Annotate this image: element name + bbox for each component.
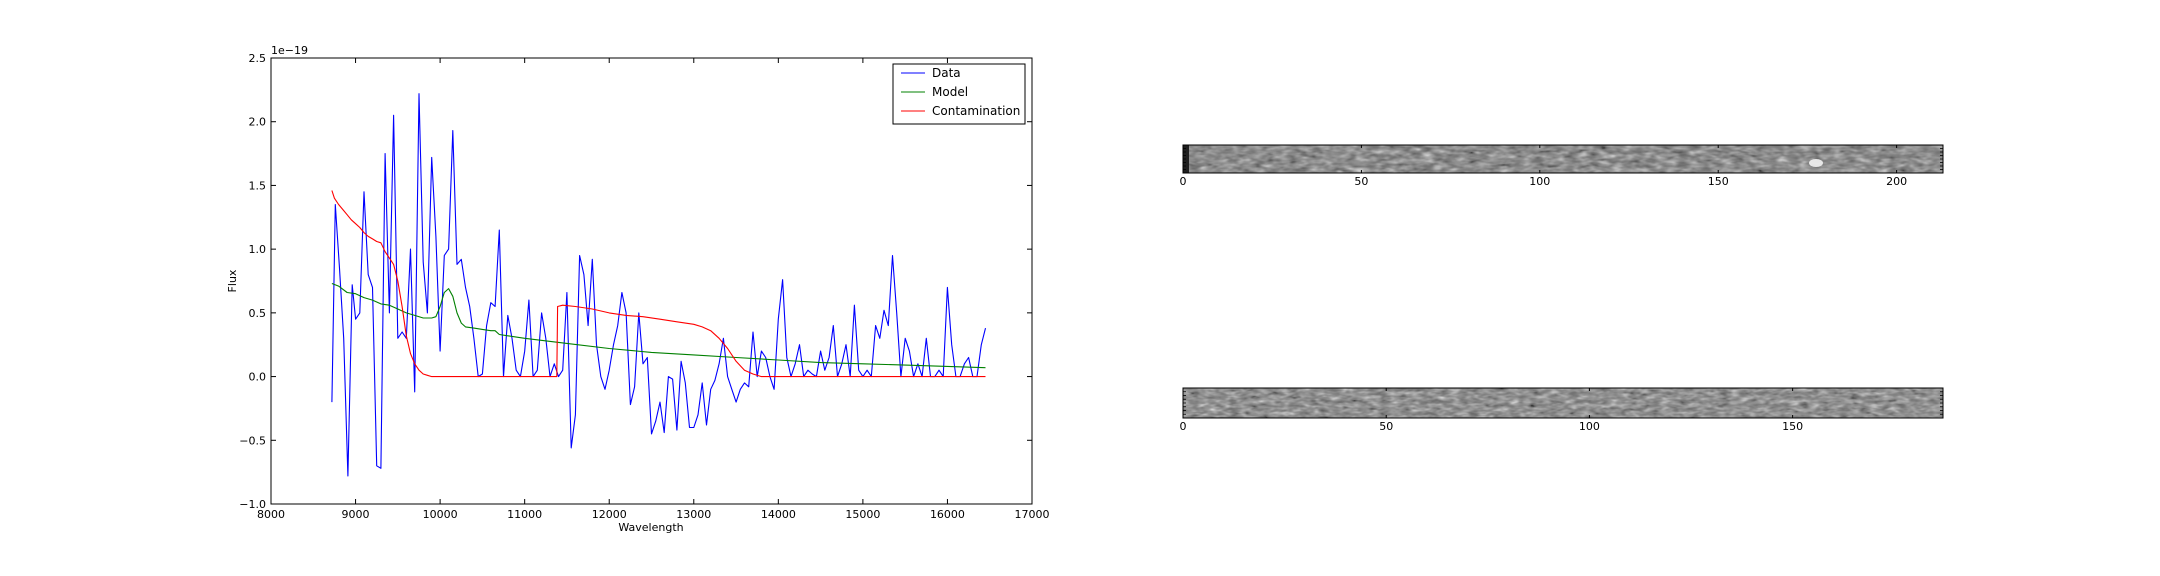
spectrum-image-2: 0 50 100 150 [1180, 387, 1944, 433]
x-tick-label: 0 [1180, 175, 1187, 188]
legend-label-model: Model [932, 85, 968, 99]
x-tick-label: 10000 [423, 508, 458, 521]
spectrum-plot: 8000 9000 10000 11000 12000 13000 14000 15000 16… [226, 44, 1050, 534]
x-tick-label: 16000 [930, 508, 965, 521]
axis-ticks: 8000 9000 10000 11000 12000 13000 14000 15000 16… [239, 52, 1049, 521]
x-tick-label: 0 [1180, 420, 1187, 433]
y-tick-label: 1.5 [249, 179, 267, 192]
x-tick-label: 150 [1782, 420, 1803, 433]
legend: Data Model Contamination [892, 63, 1026, 125]
y-tick-label: 1.0 [249, 243, 267, 256]
x-tick-label: 13000 [676, 508, 711, 521]
x-tick-label: 50 [1354, 175, 1368, 188]
image-2-noise [1183, 388, 1943, 418]
y-tick-label: −1.0 [239, 498, 266, 511]
x-axis-label: Wavelength [618, 521, 683, 534]
x-tick-label: 15000 [845, 508, 880, 521]
y-axis-label: Flux [226, 269, 239, 292]
image-1-ticks: 0 50 100 150 200 [1180, 144, 1943, 188]
y-offset-label: 1e−19 [271, 44, 308, 57]
image-2-ticks: 0 50 100 150 [1180, 387, 1943, 433]
x-tick-label: 17000 [1015, 508, 1050, 521]
spectrum-image-1: 0 50 100 150 200 [1180, 144, 1944, 188]
legend-frame [892, 63, 1026, 125]
y-tick-label: 2.5 [249, 52, 267, 65]
legend-label-data: Data [932, 66, 961, 80]
x-tick-label: 100 [1579, 420, 1600, 433]
x-tick-label: 200 [1886, 175, 1907, 188]
y-tick-label: 0.0 [249, 371, 267, 384]
image-1-noise [1183, 145, 1943, 173]
y-tick-label: −0.5 [239, 434, 266, 447]
legend-label-contamination: Contamination [932, 104, 1020, 118]
x-tick-label: 100 [1529, 175, 1550, 188]
x-tick-label: 150 [1708, 175, 1729, 188]
series-line-contamination [331, 190, 986, 378]
plot-frame [270, 57, 1033, 505]
plot-area [271, 58, 1032, 504]
image-1-bright-spot [1809, 159, 1823, 167]
x-tick-label: 12000 [592, 508, 627, 521]
x-tick-label: 14000 [761, 508, 796, 521]
x-tick-label: 11000 [507, 508, 542, 521]
x-tick-label: 50 [1379, 420, 1393, 433]
y-tick-label: 0.5 [249, 307, 267, 320]
series-line-model [331, 282, 986, 369]
y-tick-label: 2.0 [249, 116, 267, 129]
series-line-data [331, 93, 987, 477]
series-group [331, 93, 987, 477]
x-tick-label: 9000 [342, 508, 370, 521]
x-tick-label: 8000 [257, 508, 285, 521]
